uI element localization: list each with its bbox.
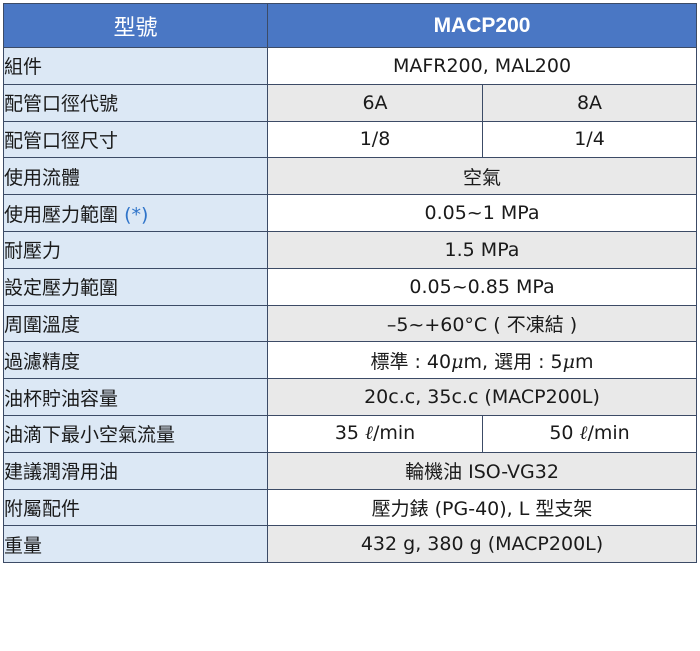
min-flow-b: 50 ℓ/min [482,414,697,453]
min-flow-a-unit: /min [372,422,416,445]
header-row: 型號 MACP200 [3,3,697,48]
header-model: MACP200 [267,3,697,48]
row-set-pressure: 設定壓力範圍 0.05~0.85 MPa [3,267,697,306]
row-port-code: 配管口徑代號 6A 8A [3,83,697,122]
lubricant-label: 建議潤滑用油 [3,451,268,490]
row-ambient-temp: 周圍溫度 –5~+60°C ( 不凍結 ) [3,304,697,343]
min-flow-b-number: 50 [549,422,580,445]
row-bowl-capacity: 油杯貯油容量 20c.c, 35c.c (MACP200L) [3,378,697,416]
micro-symbol: μ [451,350,464,373]
filtration-optional-text: m, 選用 : 5 [463,350,563,373]
filtration-standard-text: 標準 : 40 [370,350,452,373]
port-code-b: 8A [482,83,697,122]
min-flow-a-number: 35 [334,422,366,445]
proof-pressure-label: 耐壓力 [3,230,268,269]
row-components: 組件 MAFR200, MAL200 [3,47,697,85]
bowl-capacity-label: 油杯貯油容量 [3,378,268,416]
accessories-label: 附屬配件 [3,488,268,527]
port-size-b: 1/4 [482,120,697,159]
port-size-label: 配管口徑尺寸 [3,120,268,159]
pressure-range-label-cell: 使用壓力範圍 (*) [3,194,268,232]
row-proof-pressure: 耐壓力 1.5 MPa [3,230,697,269]
pressure-range-label: 使用壓力範圍 [4,203,119,226]
ambient-temp-label: 周圍溫度 [3,304,268,343]
port-code-label: 配管口徑代號 [3,83,268,122]
row-filtration: 過濾精度 標準 : 40μm, 選用 : 5μm [3,341,697,380]
spec-table: 型號 MACP200 組件 MAFR200, MAL200 配管口徑代號 6A … [3,3,697,564]
row-accessories: 附屬配件 壓力錶 (PG-40), L 型支架 [3,488,697,527]
row-weight: 重量 432 g, 380 g (MACP200L) [3,525,697,564]
liter-symbol: ℓ [365,422,373,445]
fluid-label: 使用流體 [3,157,268,196]
row-lubricant: 建議潤滑用油 輪機油 ISO-VG32 [3,451,697,490]
min-flow-label: 油滴下最小空氣流量 [3,414,268,453]
bowl-capacity-value: 20c.c, 35c.c (MACP200L) [267,378,697,416]
filtration-unit: m [575,350,594,373]
set-pressure-value: 0.05~0.85 MPa [267,267,697,306]
liter-symbol: ℓ [579,422,588,445]
micro-symbol: μ [562,350,576,373]
pressure-range-note-link[interactable]: (*) [124,203,149,226]
header-label: 型號 [3,3,268,48]
fluid-value: 空氣 [267,157,697,196]
row-pressure-range: 使用壓力範圍 (*) 0.05~1 MPa [3,194,697,232]
port-size-a: 1/8 [267,120,483,159]
pressure-range-value: 0.05~1 MPa [267,194,697,232]
accessories-value: 壓力錶 (PG-40), L 型支架 [267,488,697,527]
min-flow-a: 35 ℓ/min [267,414,483,453]
ambient-temp-value: –5~+60°C ( 不凍結 ) [267,304,697,343]
components-label: 組件 [3,47,268,85]
row-port-size: 配管口徑尺寸 1/8 1/4 [3,120,697,159]
row-fluid: 使用流體 空氣 [3,157,697,196]
components-value: MAFR200, MAL200 [267,47,697,85]
port-code-a: 6A [267,83,483,122]
proof-pressure-value: 1.5 MPa [267,230,697,269]
weight-value: 432 g, 380 g (MACP200L) [267,525,697,564]
set-pressure-label: 設定壓力範圍 [3,267,268,306]
filtration-label: 過濾精度 [3,341,268,380]
filtration-value: 標準 : 40μm, 選用 : 5μm [267,341,697,380]
weight-label: 重量 [3,525,268,564]
row-min-flow: 油滴下最小空氣流量 35 ℓ/min 50 ℓ/min [3,414,697,453]
lubricant-value: 輪機油 ISO-VG32 [267,451,697,490]
min-flow-b-unit: /min [587,422,630,445]
